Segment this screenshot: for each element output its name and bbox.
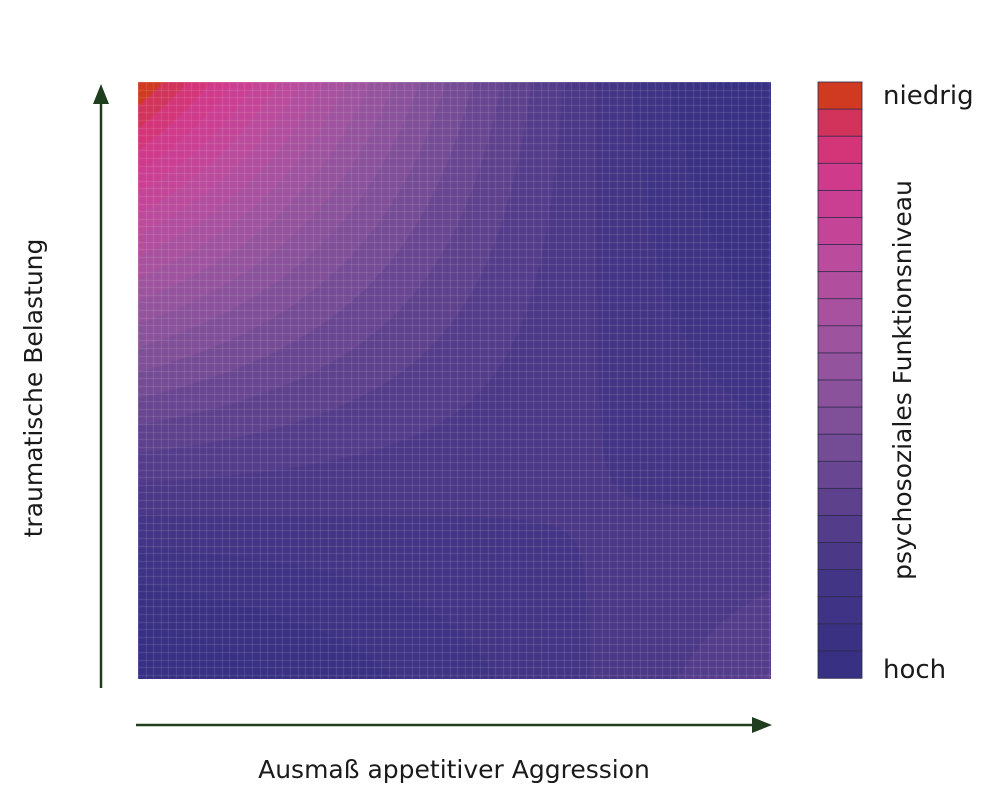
colorbar-swatch xyxy=(817,406,863,435)
colorbar-swatch xyxy=(817,271,863,300)
colorbar-swatch xyxy=(817,433,863,462)
colorbar-swatch xyxy=(817,542,863,571)
y-axis-arrowhead xyxy=(93,84,109,104)
colorbar-swatch xyxy=(817,379,863,408)
y-axis-label: traumatische Belastung xyxy=(19,239,48,538)
colorbar-title: psychosoziales Funktionsniveau xyxy=(888,180,917,580)
colorbar-bottom-label: hoch xyxy=(883,655,946,685)
colorbar-swatch xyxy=(817,217,863,246)
colorbar-top-label: niedrig xyxy=(883,81,974,111)
colorbar-swatch xyxy=(817,81,863,110)
colorbar-swatch xyxy=(817,569,863,598)
colorbar-swatch xyxy=(817,244,863,273)
x-axis-arrowhead xyxy=(752,717,772,733)
colorbar-swatch xyxy=(817,108,863,137)
colorbar-swatch xyxy=(817,298,863,327)
x-axis-label: Ausmaß appetitiver Aggression xyxy=(258,755,650,784)
colorbar-swatch xyxy=(817,162,863,192)
heatmap-plot-area xyxy=(138,82,771,679)
colorbar-swatch xyxy=(817,596,863,625)
colorbar-swatch xyxy=(817,623,863,652)
colorbar xyxy=(817,81,863,679)
colorbar-swatch xyxy=(817,325,863,354)
colorbar-swatch xyxy=(817,487,863,517)
colorbar-swatch xyxy=(817,135,863,164)
colorbar-swatch xyxy=(817,460,863,490)
colorbar-swatch xyxy=(817,650,863,679)
colorbar-swatch xyxy=(817,189,863,219)
colorbar-swatch xyxy=(817,515,863,544)
colorbar-swatch xyxy=(817,352,863,381)
